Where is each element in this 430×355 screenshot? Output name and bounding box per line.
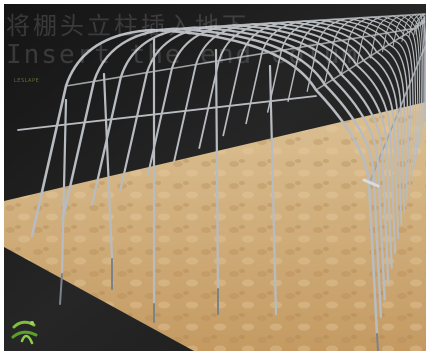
end-column [214, 48, 220, 291]
right-shoulder-purlin [315, 21, 426, 91]
ground-texture [4, 102, 426, 351]
end-column [60, 98, 68, 276]
greenhouse-arch [90, 26, 386, 301]
right-side-rail [368, 43, 426, 185]
greenhouse-arch [245, 20, 406, 213]
logo-icon [11, 320, 38, 345]
caption-english: Insert the end colum [6, 40, 360, 70]
buried-column [376, 333, 379, 351]
greenhouse-arch [413, 13, 426, 116]
end-column [102, 72, 114, 261]
greenhouse-arch [61, 27, 383, 318]
greenhouse-arch [119, 25, 390, 285]
right-joint-clamp [362, 178, 380, 188]
greenhouse-arch [340, 16, 418, 158]
greenhouse-arch [287, 18, 411, 188]
caption-chinese: 将棚头立柱插入地下 [6, 12, 249, 40]
greenhouse-arch [356, 15, 419, 149]
greenhouse-arch [266, 19, 408, 200]
greenhouse-frame-render [4, 4, 426, 351]
buried-column [59, 273, 63, 305]
greenhouse-arch [401, 14, 425, 123]
greenhouse-arch [408, 13, 426, 119]
greenhouse-arch [173, 23, 397, 254]
end-column [268, 64, 278, 316]
greenhouse-arch [369, 15, 421, 141]
greenhouse-arch [146, 24, 393, 269]
watermark-text: LESLAPE [14, 78, 40, 84]
greenhouse-arch [306, 17, 413, 177]
greenhouse-frame [17, 13, 426, 351]
photo-frame: 将棚头立柱插入地下 Insert the end colum LESLAPE [4, 4, 426, 351]
greenhouse-arch [30, 28, 379, 336]
end-wall-tie-bar [17, 95, 317, 131]
greenhouse-arch [392, 14, 424, 128]
